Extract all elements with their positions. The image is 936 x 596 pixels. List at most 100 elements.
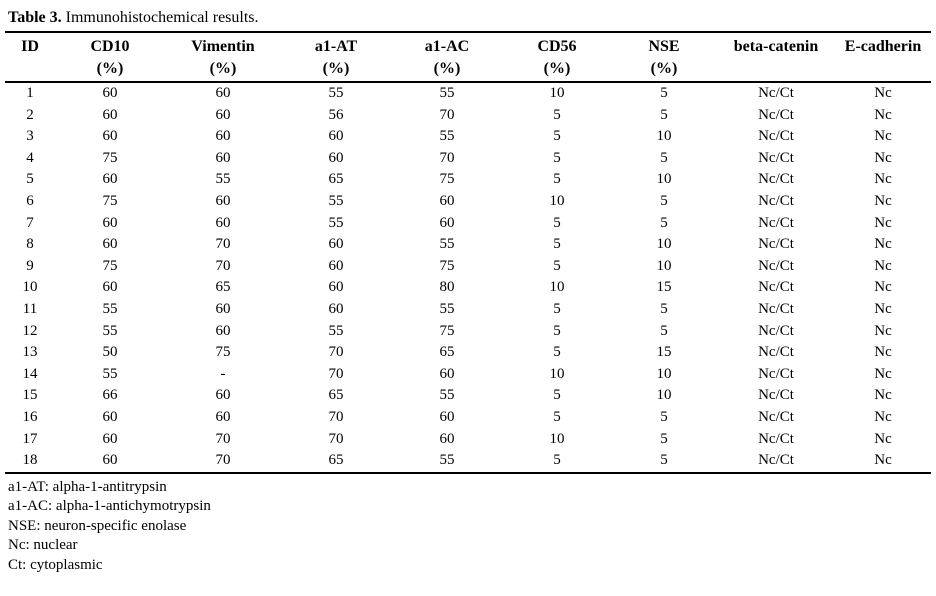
- value-cell: Nc: [874, 106, 892, 123]
- row-id-cell: 12: [22, 322, 38, 339]
- value-cell: 5: [553, 344, 561, 361]
- value-cell: Nc: [874, 344, 892, 361]
- value-cell: 5: [660, 408, 668, 425]
- value-cell: 65: [328, 171, 344, 188]
- value-cell: Nc/Ct: [758, 322, 794, 339]
- header-row: ID CD10 (%) Vimentin (%) a1-AT (%) a1-AC (%) CD56…: [5, 32, 931, 83]
- value-cell: Nc: [874, 171, 892, 188]
- column-name: a1-AT: [314, 38, 358, 55]
- value-cell: 75: [215, 344, 231, 361]
- value-cell: Nc: [874, 149, 892, 166]
- column-unit: (%): [322, 60, 350, 77]
- column-unit: (%): [650, 60, 678, 77]
- table-row: 2 60 60 56 70 5 5 Nc/Ct Nc: [5, 105, 931, 127]
- table-row: 7 60 60 55 60 5 5 Nc/Ct Nc: [5, 213, 931, 235]
- value-cell: 70: [328, 344, 344, 361]
- value-cell: 10: [549, 85, 565, 101]
- column-header-a1-at: a1-AT (%): [281, 32, 391, 83]
- value-cell: 70: [439, 106, 455, 123]
- value-cell: Nc: [874, 322, 892, 339]
- value-cell: 60: [215, 408, 231, 425]
- value-cell: Nc/Ct: [758, 236, 794, 253]
- row-id-cell: 5: [26, 171, 34, 188]
- value-cell: Nc/Ct: [758, 214, 794, 231]
- value-cell: 10: [656, 171, 672, 188]
- value-cell: 10: [549, 192, 565, 209]
- value-cell: 60: [215, 128, 231, 145]
- value-cell: 5: [660, 452, 668, 469]
- value-cell: 55: [102, 322, 118, 339]
- value-cell: Nc: [874, 365, 892, 382]
- value-cell: 70: [215, 452, 231, 469]
- value-cell: -: [220, 365, 226, 382]
- value-cell: 5: [660, 430, 668, 447]
- table-row: 3 60 60 60 55 5 10 Nc/Ct Nc: [5, 126, 931, 148]
- column-unit: [835, 58, 931, 79]
- value-cell: Nc/Ct: [758, 128, 794, 145]
- value-cell: 56: [328, 106, 344, 123]
- table-row: 9 75 70 60 75 5 10 Nc/Ct Nc: [5, 256, 931, 278]
- value-cell: 5: [553, 452, 561, 469]
- column-header-e-cadherin: E-cadherin: [835, 32, 931, 83]
- value-cell: 60: [102, 85, 118, 101]
- column-header-beta-catenin: beta-catenin: [717, 32, 835, 83]
- row-id-cell: 1: [26, 85, 34, 101]
- results-table: ID CD10 (%) Vimentin (%) a1-AT (%) a1-AC (%) CD56…: [5, 31, 931, 474]
- column-name: ID: [21, 38, 39, 55]
- value-cell: 75: [102, 192, 118, 209]
- row-id-cell: 9: [26, 257, 34, 274]
- table-row: 11 55 60 60 55 5 5 Nc/Ct Nc: [5, 299, 931, 321]
- value-cell: 5: [553, 149, 561, 166]
- value-cell: 5: [553, 387, 561, 404]
- value-cell: 5: [660, 300, 668, 317]
- column-name: Vimentin: [191, 38, 255, 55]
- value-cell: 55: [328, 85, 344, 101]
- value-cell: Nc/Ct: [758, 257, 794, 274]
- row-id-cell: 3: [26, 128, 34, 145]
- value-cell: Nc: [874, 430, 892, 447]
- table-row: 8 60 70 60 55 5 10 Nc/Ct Nc: [5, 234, 931, 256]
- value-cell: 5: [553, 214, 561, 231]
- row-id-cell: 14: [22, 365, 38, 382]
- value-cell: 60: [102, 452, 118, 469]
- value-cell: 55: [439, 236, 455, 253]
- value-cell: 60: [102, 214, 118, 231]
- value-cell: Nc: [874, 300, 892, 317]
- value-cell: 60: [102, 106, 118, 123]
- value-cell: 5: [553, 322, 561, 339]
- value-cell: 55: [328, 214, 344, 231]
- row-id-cell: 11: [22, 300, 38, 317]
- value-cell: Nc: [874, 214, 892, 231]
- value-cell: 15: [656, 279, 672, 296]
- value-cell: 65: [328, 452, 344, 469]
- column-name: CD56: [537, 38, 577, 55]
- value-cell: 55: [328, 192, 344, 209]
- value-cell: 70: [328, 430, 344, 447]
- value-cell: 55: [439, 300, 455, 317]
- table-row: 15 66 60 65 55 5 10 Nc/Ct Nc: [5, 385, 931, 407]
- value-cell: 5: [553, 300, 561, 317]
- column-name: a1-AC: [424, 38, 470, 55]
- value-cell: 75: [439, 257, 455, 274]
- value-cell: 5: [553, 257, 561, 274]
- value-cell: Nc: [874, 279, 892, 296]
- value-cell: Nc: [874, 236, 892, 253]
- value-cell: 5: [660, 85, 668, 101]
- value-cell: 60: [215, 192, 231, 209]
- row-id-cell: 17: [22, 430, 38, 447]
- column-unit: (%): [543, 60, 571, 77]
- table-title: Table 3. Immunohistochemical results.: [8, 8, 931, 28]
- value-cell: 60: [215, 85, 231, 101]
- footnote: a1-AC: alpha-1-antichymotrypsin: [8, 498, 211, 515]
- value-cell: 60: [328, 236, 344, 253]
- value-cell: 60: [328, 279, 344, 296]
- value-cell: Nc/Ct: [758, 149, 794, 166]
- value-cell: 60: [328, 128, 344, 145]
- table-body: 1 60 60 55 55 10 5 Nc/Ct Nc 2 60 60 56 70 5 5 Nc/Ct Nc 3 60…: [5, 82, 931, 473]
- value-cell: 65: [215, 279, 231, 296]
- value-cell: 60: [102, 128, 118, 145]
- row-id-cell: 8: [26, 236, 34, 253]
- value-cell: Nc/Ct: [758, 106, 794, 123]
- table-row: 5 60 55 65 75 5 10 Nc/Ct Nc: [5, 169, 931, 191]
